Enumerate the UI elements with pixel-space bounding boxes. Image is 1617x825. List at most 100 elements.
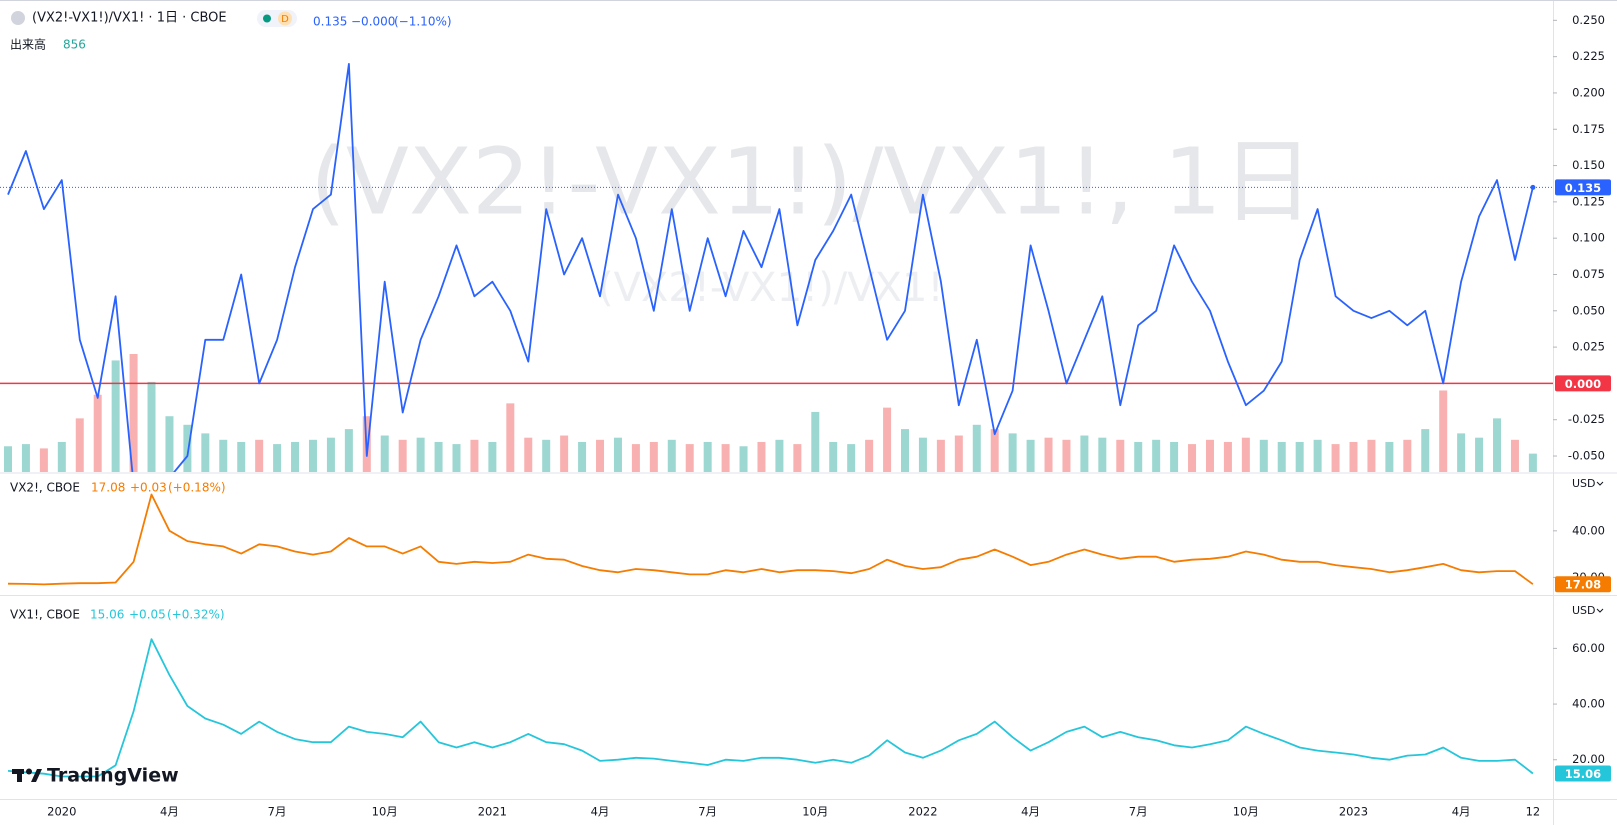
volume-bar <box>883 407 892 472</box>
volume-bar <box>219 439 228 472</box>
volume-bar <box>775 439 784 472</box>
currency-dropdown[interactable] <box>1596 608 1604 613</box>
volume-bar <box>57 441 66 472</box>
y-tick-label: 60.00 <box>1572 641 1605 655</box>
symbol-icon[interactable] <box>11 11 25 25</box>
volume-bar <box>470 439 479 472</box>
volume-bar <box>1313 439 1322 472</box>
symbol-title[interactable]: (VX2!-VX1!)/VX1! · 1日 · CBOE <box>32 11 227 26</box>
series-line <box>7 638 1534 778</box>
volume-bar <box>237 441 246 472</box>
y-tick-label: 40.00 <box>1572 697 1605 711</box>
last-value-label-bg <box>1555 179 1611 196</box>
x-tick-label: 2023 <box>1339 805 1368 819</box>
logo-shape <box>31 769 42 782</box>
volume-bar <box>1170 441 1179 472</box>
x-tick-label: 4月 <box>591 805 610 819</box>
volume-bar <box>972 424 981 472</box>
last-value-label-bg <box>1555 576 1611 593</box>
y-tick-label: 0.125 <box>1572 194 1605 208</box>
volume-bar <box>829 441 838 472</box>
series-line <box>7 63 1534 472</box>
currency[interactable]: USD <box>1572 477 1596 490</box>
volume-bar <box>685 444 694 472</box>
y-tick-label: 0.225 <box>1572 49 1605 63</box>
volume-bar <box>398 439 407 472</box>
x-tick-label: 7月 <box>1129 805 1148 819</box>
volume-bar <box>201 433 210 472</box>
last-value: 0.135 <box>313 15 347 29</box>
volume-bar <box>631 444 640 472</box>
volume-bar <box>793 444 802 472</box>
pane <box>7 493 1534 586</box>
volume-bar <box>1528 453 1537 472</box>
change: −0.000 <box>351 15 395 29</box>
volume-bar <box>1457 433 1466 472</box>
volume-bar <box>1493 418 1502 472</box>
volume-bar <box>1062 439 1071 472</box>
y-tick-label: 0.175 <box>1572 122 1605 136</box>
y-tick-label: -0.050 <box>1568 449 1605 463</box>
y-tick-label: 0.200 <box>1572 85 1605 99</box>
last-value: 17.08 <box>91 481 125 495</box>
volume-bar <box>452 444 461 472</box>
volume-bar <box>380 435 389 472</box>
volume-bar <box>757 441 766 472</box>
y-tick-label: -0.025 <box>1568 412 1605 426</box>
volume-bar <box>1475 437 1484 472</box>
x-tick-label: 2020 <box>47 805 76 819</box>
series-legend: VX1!, CBOE <box>10 608 80 622</box>
volume-bar <box>506 403 515 472</box>
volume-bar <box>578 441 587 472</box>
volume-bar <box>649 441 658 472</box>
last-value-label: 0.135 <box>1565 181 1601 195</box>
y-tick-label: 0.075 <box>1572 267 1605 281</box>
volume-bar <box>954 435 963 472</box>
volume-bar <box>1134 441 1143 472</box>
volume-bar <box>434 441 443 472</box>
y-tick-label: 0.100 <box>1572 231 1605 245</box>
volume-bar <box>542 439 551 472</box>
volume-bar <box>1385 441 1394 472</box>
volume-bar <box>488 441 497 472</box>
volume-bar <box>936 439 945 472</box>
currency[interactable]: USD <box>1572 604 1596 617</box>
volume-bar <box>308 439 317 472</box>
volume-bar <box>326 437 335 472</box>
volume-bar <box>255 439 264 472</box>
volume-bar <box>1259 439 1268 472</box>
logo-shape <box>26 768 32 775</box>
volume-bar <box>183 424 192 472</box>
x-tick-label: 12 <box>1526 805 1541 819</box>
volume-bar <box>273 444 282 472</box>
volume-bar <box>75 418 84 472</box>
volume-bar <box>1241 437 1250 472</box>
currency-dropdown[interactable] <box>1596 481 1604 486</box>
x-tick-label: 4月 <box>160 805 179 819</box>
logo[interactable]: TradingView <box>12 765 179 787</box>
volume-bar <box>1331 444 1340 472</box>
change-pct: (+0.32%) <box>167 608 225 622</box>
volume-bar <box>524 437 533 472</box>
volume-bar <box>865 439 874 472</box>
volume-bar <box>703 441 712 472</box>
y-tick-label: 0.150 <box>1572 158 1605 172</box>
series-line <box>7 493 1534 586</box>
panes: 0.250 0.225 0.200 0.175 0.150 0.125 0.100 0.075… <box>0 13 1611 819</box>
market-status <box>263 14 271 23</box>
change-pct: (+0.18%) <box>168 481 226 495</box>
x-tick-label: 10月 <box>802 805 828 819</box>
change: +0.05 <box>129 608 166 622</box>
badge-circle <box>278 11 292 26</box>
volume-bar <box>1008 433 1017 472</box>
volume-bar <box>165 416 174 472</box>
y-tick-label: 20.00 <box>1572 752 1605 766</box>
volume-bar <box>1403 439 1412 472</box>
volume-bar <box>4 446 12 472</box>
y-tick-label: 0.025 <box>1572 340 1605 354</box>
watermark: (VX2!-VX1!)/VX1!, 1日 <box>310 128 1314 235</box>
volume-bar <box>1223 441 1232 472</box>
volume-bar <box>739 446 748 472</box>
volume-bar <box>1080 435 1089 472</box>
y-tick-label: 0.050 <box>1572 303 1605 317</box>
